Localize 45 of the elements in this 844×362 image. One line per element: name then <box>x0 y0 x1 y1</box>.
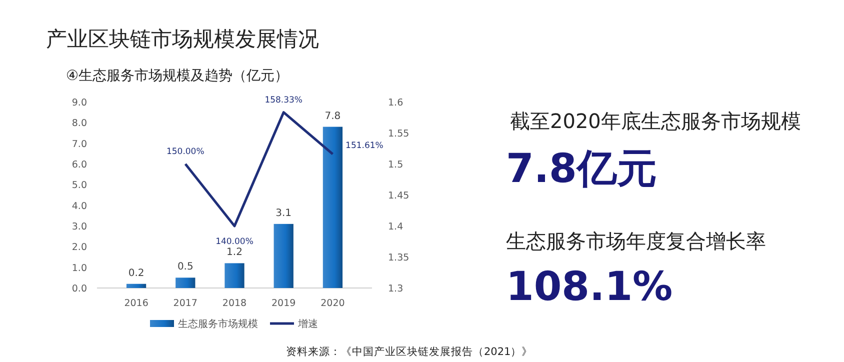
data-label: 158.33% <box>264 95 303 106</box>
x-tick-label: 2016 <box>124 298 148 309</box>
bar <box>274 224 294 288</box>
y-tick-label: 4.0 <box>72 200 87 212</box>
text: 资料来源：《中国产业区块链发展报告（2021）》 <box>286 345 533 358</box>
bar <box>322 126 343 288</box>
y-tick-label: 6.0 <box>72 160 87 170</box>
x-tick-label: 2018 <box>222 298 247 309</box>
x-tick-label: 2019 <box>272 298 296 309</box>
text: 108.1% <box>506 264 673 310</box>
bar <box>126 284 146 288</box>
y-tick-label: 9.0 <box>72 98 87 108</box>
y-tick-label: 2.0 <box>72 242 87 254</box>
legend-label: 生态服务市场规模 <box>178 318 258 330</box>
legend-label: 增速 <box>297 318 318 330</box>
y-tick-label: 1.0 <box>72 262 87 274</box>
data-label: 3.1 <box>276 208 292 219</box>
y2-tick-label: 1.6 <box>388 98 404 108</box>
y-tick-label: 0.0 <box>72 284 87 294</box>
y2-tick-label: 1.55 <box>388 128 410 140</box>
chart-subtitle: ④生态服务市场规模及趋势（亿元） <box>66 68 289 84</box>
data-label: 151.61% <box>346 141 384 152</box>
y2-tick-label: 1.5 <box>388 160 404 170</box>
y-tick-label: 3.0 <box>72 222 87 232</box>
y2-tick-label: 1.4 <box>388 222 404 232</box>
y-tick-label: 5.0 <box>72 180 87 192</box>
text: 截至2020年底生态服务市场规模 <box>510 109 801 133</box>
y-tick-label: 8.0 <box>72 118 87 130</box>
x-tick-label: 2020 <box>320 298 345 309</box>
data-label: 7.8 <box>324 110 341 122</box>
y2-tick-label: 1.35 <box>388 252 410 264</box>
data-label: 0.2 <box>128 268 144 279</box>
y-tick-label: 7.0 <box>72 138 87 150</box>
data-label: 0.5 <box>177 262 194 273</box>
data-label: 150.00% <box>166 147 204 157</box>
y2-tick-label: 1.3 <box>388 284 404 294</box>
data-label: 1.2 <box>226 247 242 258</box>
bar <box>224 263 244 288</box>
data-label: 140.00% <box>216 237 254 247</box>
x-tick-label: 2017 <box>173 298 198 309</box>
chart-title: 产业区块链市场规模发展情况 <box>46 27 319 51</box>
text: 生态服务市场年度复合增长率 <box>506 229 766 253</box>
y2-tick-label: 1.45 <box>388 190 410 202</box>
bar <box>176 278 196 288</box>
text: 7.8亿元 <box>506 146 657 192</box>
